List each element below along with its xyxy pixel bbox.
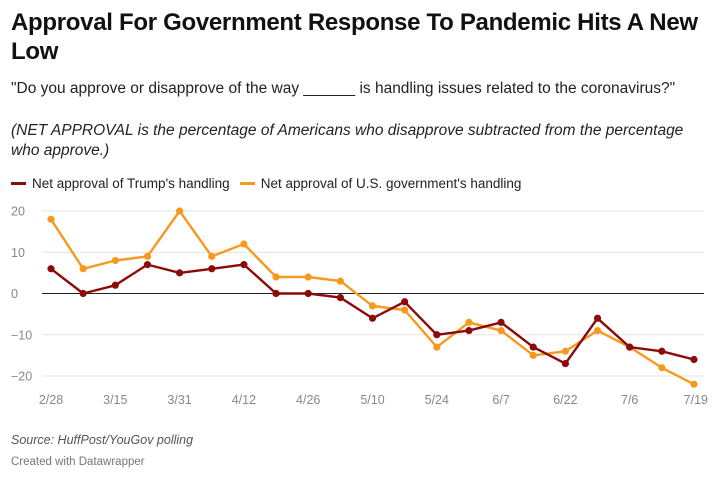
y-tick-label: 0 <box>11 287 18 301</box>
data-point-trump <box>561 360 570 368</box>
data-point-government <box>593 327 602 335</box>
data-point-government <box>336 277 344 285</box>
data-point-government <box>658 364 666 372</box>
line-chart: 20 10 0 −10 −20 2/28 3/15 3/31 4/12 4/26 5/10 5/24 6… <box>11 205 708 408</box>
data-point-trump <box>497 318 505 326</box>
y-tick-label: −10 <box>11 328 32 342</box>
data-point-government <box>401 306 409 314</box>
x-tick-label: 4/12 <box>232 393 256 407</box>
data-point-trump <box>529 343 537 351</box>
data-point-trump <box>368 314 377 322</box>
chart-note: (NET APPROVAL is the percentage of Ameri… <box>11 122 684 159</box>
data-point-government <box>240 240 248 248</box>
data-point-trump <box>240 261 248 269</box>
credit-note: Created with Datawrapper <box>11 456 145 468</box>
x-tick-label: 7/19 <box>684 393 708 407</box>
data-point-trump <box>47 265 55 273</box>
data-point-trump <box>304 289 312 298</box>
data-point-government <box>79 265 87 273</box>
data-point-government <box>561 347 570 355</box>
x-tick-label: 3/15 <box>103 393 127 407</box>
data-point-government <box>208 252 216 260</box>
data-point-trump <box>143 261 152 269</box>
data-point-trump <box>336 294 344 302</box>
data-point-trump <box>465 327 473 335</box>
data-point-government <box>497 327 505 335</box>
x-tick-label: 6/7 <box>492 393 509 407</box>
x-tick-label: 5/10 <box>360 393 384 407</box>
data-point-government <box>304 273 312 281</box>
legend-item-government: Net approval of U.S. government's handli… <box>239 176 522 191</box>
legend-label-trump: Net approval of Trump's handling <box>32 176 230 191</box>
data-point-government <box>143 252 152 260</box>
x-tick-label: 4/26 <box>296 393 320 407</box>
data-point-government <box>690 380 698 388</box>
data-point-trump <box>593 314 602 322</box>
data-point-government <box>111 256 119 265</box>
data-point-government <box>529 351 537 359</box>
y-tick-label: −20 <box>11 370 32 384</box>
x-tick-label: 5/24 <box>425 393 449 407</box>
chart-title: Approval For Government Response To Pand… <box>11 9 698 65</box>
legend-item-trump: Net approval of Trump's handling <box>11 176 230 191</box>
legend: Net approval of Trump's handling Net app… <box>11 176 531 191</box>
data-point-trump <box>626 343 634 351</box>
x-tick-label: 2/28 <box>39 393 63 407</box>
y-tick-label: 10 <box>11 246 25 260</box>
data-point-trump <box>401 298 409 306</box>
x-tick-label: 3/31 <box>167 393 191 407</box>
chart-subtitle: "Do you approve or disapprove of the way… <box>11 80 676 97</box>
data-point-trump <box>272 289 280 298</box>
x-tick-label: 7/6 <box>621 393 638 407</box>
data-point-government <box>272 273 280 281</box>
data-point-trump <box>176 269 184 277</box>
data-point-trump <box>433 331 441 339</box>
series-line-government <box>49 209 696 386</box>
legend-label-government: Net approval of U.S. government's handli… <box>260 176 522 191</box>
series-line-trump <box>49 263 696 365</box>
data-point-government <box>368 302 377 310</box>
data-point-trump <box>690 355 698 364</box>
data-point-government <box>47 215 55 223</box>
data-point-trump <box>658 347 666 355</box>
data-point-trump <box>79 289 87 298</box>
data-point-government <box>176 207 184 215</box>
data-point-trump <box>208 265 216 273</box>
legend-swatch-trump <box>11 182 26 185</box>
source-note: Source: HuffPost/YouGov polling <box>11 433 194 447</box>
data-point-government <box>465 318 473 326</box>
data-point-trump <box>111 281 119 289</box>
y-tick-label: 20 <box>11 205 25 219</box>
data-point-government <box>433 343 441 351</box>
x-tick-label: 6/22 <box>553 393 577 407</box>
legend-swatch-government <box>239 182 255 185</box>
